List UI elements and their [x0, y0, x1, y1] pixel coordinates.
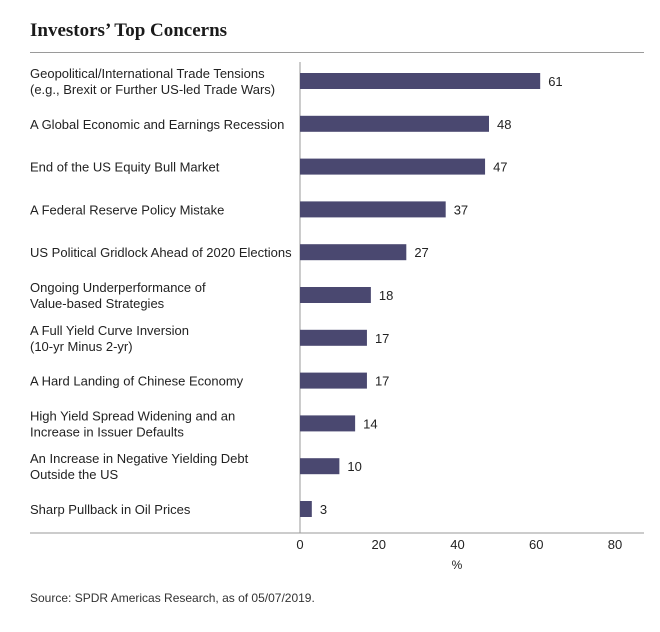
x-tick-label-0: 0 [296, 537, 303, 552]
bar-10 [300, 458, 340, 475]
bar-5 [300, 244, 407, 261]
x-tick-label-40: 40 [450, 537, 464, 552]
bar-value-label-7: 17 [375, 331, 389, 346]
bar-value-label-1: 61 [548, 74, 562, 89]
category-label-11: Sharp Pullback in Oil Prices [30, 502, 191, 517]
bar-value-label-8: 17 [375, 374, 389, 389]
bar-7 [300, 329, 367, 346]
bar-4 [300, 201, 446, 218]
category-label-7-line-2: (10-yr Minus 2-yr) [30, 339, 133, 354]
category-label-2: A Global Economic and Earnings Recession [30, 117, 284, 132]
category-label-7-line-1: A Full Yield Curve Inversion [30, 323, 189, 338]
bar-6 [300, 287, 371, 303]
bar-value-label-4: 37 [454, 202, 468, 217]
category-label-1-line-1: Geopolitical/International Trade Tension… [30, 66, 265, 81]
category-label-9-line-1: High Yield Spread Widening and an [30, 408, 235, 423]
bar-9 [300, 415, 356, 432]
category-label-10-line-1: An Increase in Negative Yielding Debt [30, 451, 249, 466]
category-label-5: US Political Gridlock Ahead of 2020 Elec… [30, 245, 292, 260]
bar-value-label-10: 10 [347, 459, 361, 474]
source-note: Source: SPDR Americas Research, as of 05… [30, 591, 315, 605]
bar-value-label-6: 18 [379, 288, 393, 303]
bar-value-label-11: 3 [320, 502, 327, 517]
bar-3 [300, 158, 486, 175]
bar-value-label-9: 14 [363, 416, 377, 431]
category-label-9-line-2: Increase in Issuer Defaults [30, 424, 184, 439]
category-label-1-line-2: (e.g., Brexit or Further US-led Trade Wa… [30, 82, 275, 97]
category-label-6-line-2: Value-based Strategies [30, 296, 165, 311]
bar-value-label-5: 27 [414, 245, 428, 260]
bar-1 [300, 73, 541, 89]
category-label-10-line-2: Outside the US [30, 467, 118, 482]
category-label-8: A Hard Landing of Chinese Economy [30, 374, 244, 389]
x-tick-label-80: 80 [608, 537, 622, 552]
bar-2 [300, 115, 489, 132]
category-label-4: A Federal Reserve Policy Mistake [30, 202, 224, 217]
bar-value-label-2: 48 [497, 117, 511, 132]
x-tick-label-20: 20 [372, 537, 386, 552]
bar-8 [300, 372, 367, 389]
category-label-3: End of the US Equity Bull Market [30, 160, 220, 175]
chart-title: Investors’ Top Concerns [30, 20, 228, 41]
x-tick-label-60: 60 [529, 537, 543, 552]
title-divider [30, 52, 644, 53]
x-axis-label: % [452, 558, 463, 572]
bar-11 [300, 501, 312, 517]
bar-value-label-3: 47 [493, 160, 507, 175]
category-label-6-line-1: Ongoing Underperformance of [30, 280, 206, 295]
